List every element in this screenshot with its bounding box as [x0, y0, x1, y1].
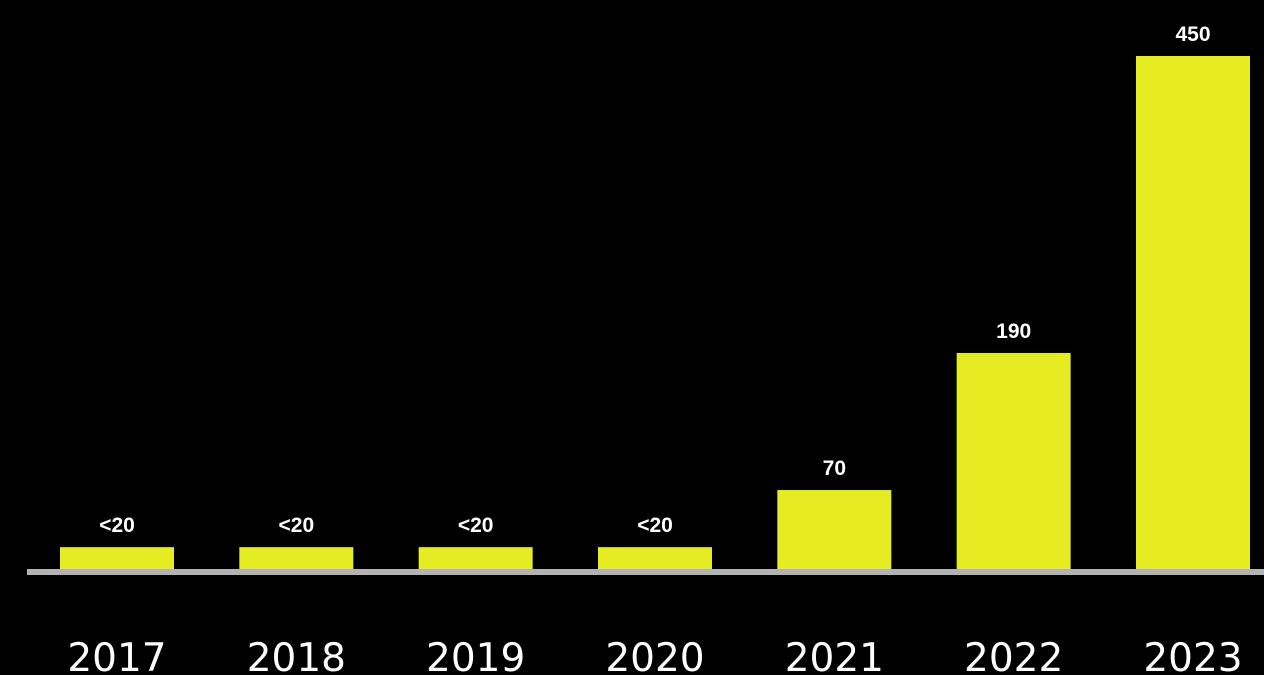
bar-2017: [60, 547, 174, 570]
x-tick-label-2018: 2018: [247, 636, 346, 675]
data-label-2019: <20: [458, 514, 494, 537]
x-tick-label-2021: 2021: [785, 636, 884, 675]
x-tick-label-2017: 2017: [67, 636, 166, 675]
data-label-2017: <20: [99, 514, 135, 537]
bar-2021: [777, 490, 892, 570]
x-tick-label-2023: 2023: [1143, 636, 1242, 675]
x-tick-label-2022: 2022: [964, 636, 1063, 675]
data-label-2018: <20: [279, 514, 315, 537]
x-tick-label-2020: 2020: [605, 636, 704, 675]
data-label-2022: 190: [996, 320, 1031, 343]
bar-2018: [239, 547, 354, 570]
x-axis-baseline: [27, 569, 1264, 575]
data-label-2020: <20: [637, 514, 673, 537]
data-label-2021: 70: [823, 457, 846, 480]
bar-2023: [1136, 56, 1250, 570]
data-label-2023: 450: [1175, 23, 1210, 46]
bar-2020: [598, 547, 712, 570]
bar-2019: [418, 547, 533, 570]
bar-2022: [956, 352, 1071, 570]
x-tick-label-2019: 2019: [426, 636, 525, 675]
